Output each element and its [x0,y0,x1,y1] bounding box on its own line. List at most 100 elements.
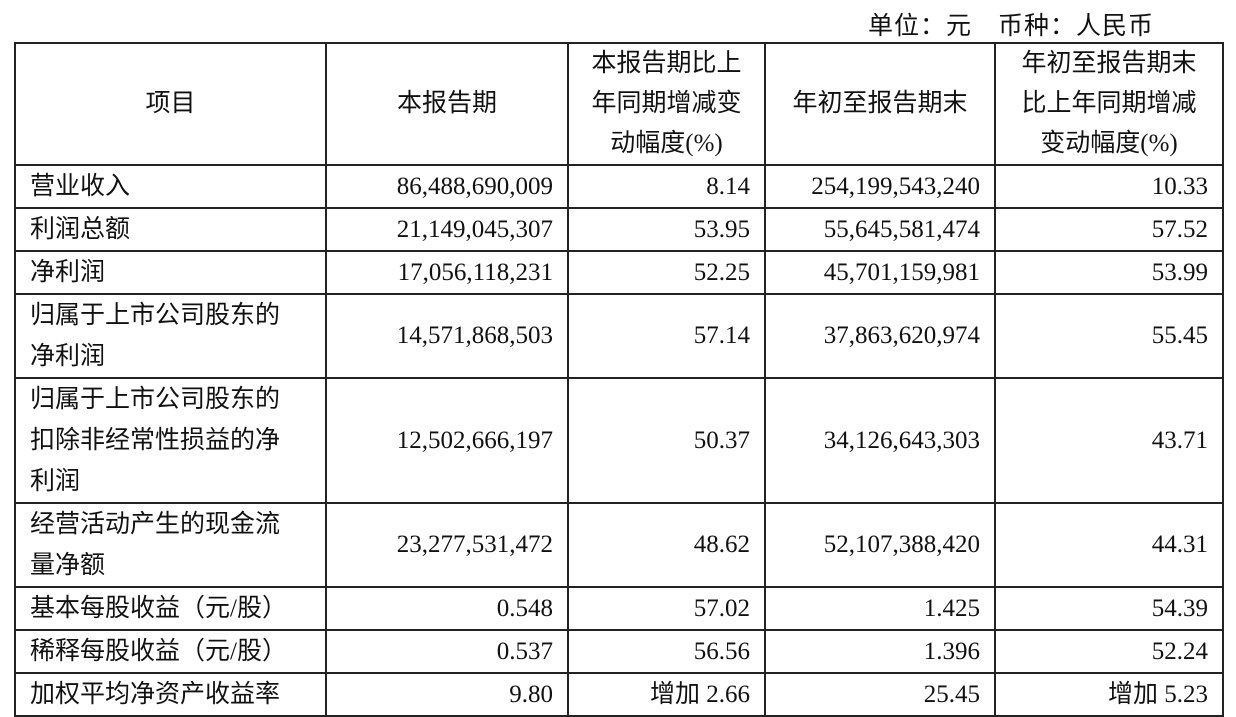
cell-current-change: 52.25 [567,250,766,295]
header-current-period: 本报告期 [325,42,569,166]
cell-current: 14,571,868,503 [325,293,569,379]
header-line: 年同期增减变 [591,90,742,117]
cell-current: 0.548 [325,586,569,631]
cell-value: 10.33 [1151,172,1208,200]
cell-current: 17,056,118,231 [325,250,569,295]
table-row: 归属于上市公司股东的扣除非经常性损益的净利润 12,502,666,197 50.3… [14,377,1224,504]
cell-item: 经营活动产生的现金流量净额 [14,502,327,588]
cell-value: 52.25 [693,258,750,286]
cell-value: 53.99 [1151,258,1208,286]
row-label: 基本每股收益（元/股） [30,595,287,622]
cell-current: 86,488,690,009 [325,164,569,209]
table-row: 加权平均净资产收益率 9.80 增加 2.66 25.45 增加 5.23 [14,672,1224,717]
row-label: 净利润 [30,259,106,286]
cell-value: 21,149,045,307 [396,215,553,243]
row-label: 营业收入 [30,173,131,200]
cell-value: 57.52 [1151,215,1208,243]
header-item: 项目 [14,42,327,166]
cell-ytd-change: 55.45 [994,293,1224,379]
table-row: 经营活动产生的现金流量净额 23,277,531,472 48.62 52,107,3… [14,502,1224,588]
cell-current-change: 增加 2.66 [567,672,766,717]
cell-current: 23,277,531,472 [325,502,569,588]
cell-current-change: 57.02 [567,586,766,631]
cell-value: 53.95 [693,215,750,243]
cell-value: 0.548 [496,594,553,622]
cell-current: 12,502,666,197 [325,377,569,504]
cell-value: 1.396 [923,637,980,665]
header-line: 项目 [145,90,196,117]
cell-value: 254,199,543,240 [811,172,980,200]
cell-value: 12,502,666,197 [396,426,553,454]
cell-value: 57.02 [693,594,750,622]
cell-value: 54.39 [1151,594,1208,622]
header-line: 本报告期 [396,90,497,117]
header-line: 变动幅度(%) [1040,130,1178,157]
row-label: 归属于上市公司股东的净利润 [30,302,281,370]
header-current-change: 本报告期比上 年同期增减变 动幅度(%) [567,42,766,166]
cell-value: 86,488,690,009 [396,172,553,200]
header-line: 比上年同期增减 [1021,90,1197,117]
cell-ytd: 254,199,543,240 [764,164,996,209]
financial-data-table: 项目 本报告期 本报告期比上 年同期增减变 动幅度(%) 年初至报告期末 年初至报告期末 比上… [14,42,1224,717]
cell-value: 17,056,118,231 [397,258,553,286]
cell-item: 归属于上市公司股东的扣除非经常性损益的净利润 [14,377,327,504]
cell-value: 23,277,531,472 [396,531,553,558]
cell-current: 0.537 [325,629,569,674]
cell-value: 48.62 [693,531,750,558]
table-row: 营业收入 86,488,690,009 8.14 254,199,543,240 10.… [14,164,1224,209]
cell-value: 45,701,159,981 [823,258,980,286]
cell-item: 归属于上市公司股东的净利润 [14,293,327,379]
table-row: 稀释每股收益（元/股） 0.537 56.56 1.396 52.24 [14,629,1224,674]
cell-ytd-change: 57.52 [994,207,1224,252]
cell-ytd-change: 43.71 [994,377,1224,504]
cell-item: 稀释每股收益（元/股） [14,629,327,674]
cell-value: 25.45 [923,680,980,708]
cell-ytd-change: 54.39 [994,586,1224,631]
cell-ytd-change: 44.31 [994,502,1224,588]
header-row: 项目 本报告期 本报告期比上 年同期增减变 动幅度(%) 年初至报告期末 年初至报告期末 比上… [14,42,1224,166]
cell-ytd: 1.425 [764,586,996,631]
cell-value: 34,126,643,303 [823,426,980,454]
cell-ytd-change: 53.99 [994,250,1224,295]
unit-currency-note: 单位：元 币种：人民币 [868,6,1154,42]
header-line: 年初至报告期末 [1021,50,1197,77]
cell-current-change: 53.95 [567,207,766,252]
cell-value: 14,571,868,503 [396,322,553,349]
row-label: 经营活动产生的现金流量净额 [30,511,281,579]
cell-value: 50.37 [693,426,750,454]
cell-ytd: 52,107,388,420 [764,502,996,588]
cell-value: 52,107,388,420 [823,531,980,558]
cell-value: 55.45 [1151,322,1208,349]
cell-value: 57.14 [693,322,750,349]
cell-ytd: 25.45 [764,672,996,717]
row-label: 利润总额 [30,216,131,243]
cell-value: 增加 5.23 [1107,680,1208,708]
table-row: 利润总额 21,149,045,307 53.95 55,645,581,474 57.… [14,207,1224,252]
cell-ytd: 45,701,159,981 [764,250,996,295]
cell-value: 9.80 [509,680,553,708]
cell-value: 52.24 [1151,637,1208,665]
cell-ytd-change: 10.33 [994,164,1224,209]
cell-current-change: 48.62 [567,502,766,588]
cell-current: 21,149,045,307 [325,207,569,252]
cell-ytd: 34,126,643,303 [764,377,996,504]
table-row: 净利润 17,056,118,231 52.25 45,701,159,981 53.9… [14,250,1224,295]
cell-value: 43.71 [1151,426,1208,454]
row-label: 归属于上市公司股东的扣除非经常性损益的净利润 [30,386,281,495]
table-row: 归属于上市公司股东的净利润 14,571,868,503 57.14 37,863,6… [14,293,1224,379]
row-label: 加权平均净资产收益率 [30,681,281,708]
cell-current: 9.80 [325,672,569,717]
cell-value: 0.537 [496,637,553,665]
cell-current-change: 8.14 [567,164,766,209]
cell-item: 基本每股收益（元/股） [14,586,327,631]
cell-ytd-change: 52.24 [994,629,1224,674]
currency-label: 币种：人民币 [997,13,1154,40]
header-ytd-change: 年初至报告期末 比上年同期增减 变动幅度(%) [994,42,1224,166]
header-line: 动幅度(%) [610,130,723,157]
row-label: 稀释每股收益（元/股） [30,638,287,665]
cell-ytd: 55,645,581,474 [764,207,996,252]
cell-value: 1.425 [923,594,980,622]
unit-label: 单位：元 [867,13,972,40]
cell-item: 净利润 [14,250,327,295]
cell-value: 44.31 [1151,531,1208,558]
